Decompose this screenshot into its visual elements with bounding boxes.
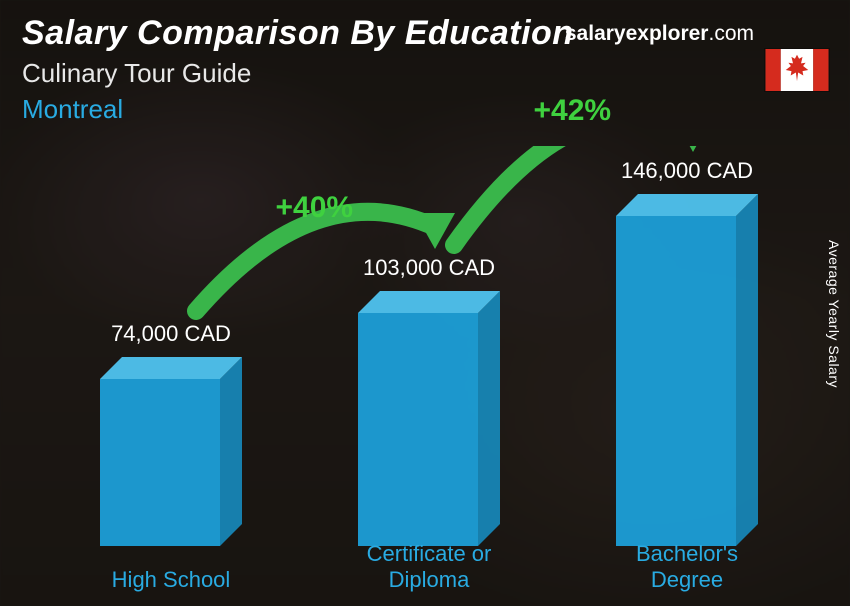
bar-value: 103,000 CAD bbox=[363, 255, 495, 281]
bar-category-label: Bachelor'sDegree bbox=[576, 541, 798, 592]
bar-category-label: High School bbox=[60, 567, 282, 592]
chart-subtitle: Culinary Tour Guide bbox=[22, 58, 251, 89]
bar bbox=[358, 291, 500, 546]
canada-flag-icon bbox=[764, 48, 830, 92]
y-axis-label: Average Yearly Salary bbox=[826, 240, 842, 388]
percent-increase-label: +40% bbox=[276, 191, 354, 225]
chart-location: Montreal bbox=[22, 94, 123, 125]
infographic-content: Salary Comparison By Education Culinary … bbox=[0, 0, 850, 606]
brand-name: salaryexplorer bbox=[565, 22, 709, 45]
chart-title: Salary Comparison By Education bbox=[22, 14, 574, 53]
bar-value: 146,000 CAD bbox=[621, 158, 753, 184]
bar-chart: 74,000 CAD 103,000 CAD 146,000 CAD+40%+4… bbox=[60, 146, 800, 546]
bar-category-label: Certificate orDiploma bbox=[318, 541, 540, 592]
bar bbox=[100, 357, 242, 546]
brand-logo: salaryexplorer.com bbox=[565, 22, 754, 46]
bar bbox=[616, 194, 758, 546]
bar-value: 74,000 CAD bbox=[111, 321, 231, 347]
percent-increase-label: +42% bbox=[534, 94, 612, 128]
brand-suffix: .com bbox=[708, 22, 754, 45]
